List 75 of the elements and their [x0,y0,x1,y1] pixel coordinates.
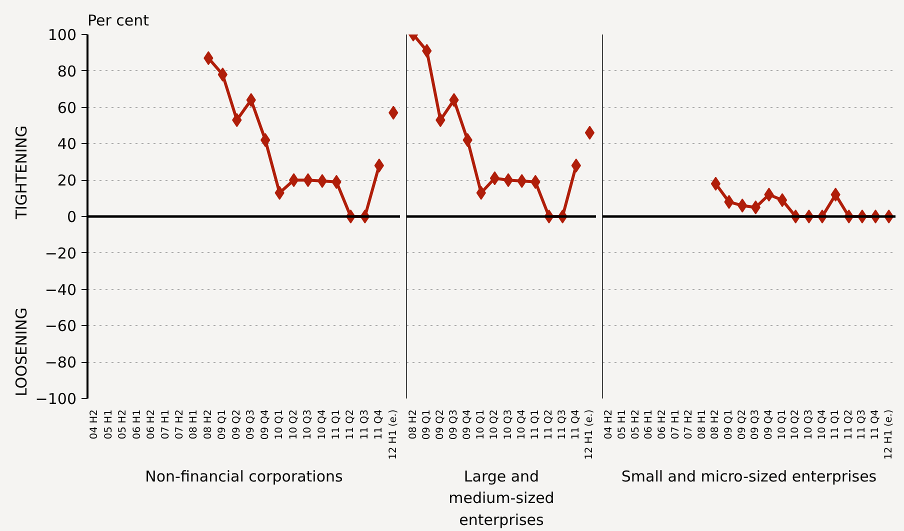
y-tick-label: −40 [44,280,76,299]
x-axis-title: Non-financial corporations [145,468,344,486]
x-tick-label: 06 H1 [132,409,143,440]
x-tick-label: 11 Q1 [530,409,541,440]
x-tick-label: 04 H2 [604,409,615,440]
x-tick-label: 10 Q3 [803,409,814,440]
x-tick-label: 06 H1 [644,409,655,440]
y-tick-label: 60 [57,98,77,117]
y-tick-label: 20 [57,172,77,190]
x-tick-label: 10 Q3 [302,409,314,440]
x-tick-label: 10 Q1 [274,409,286,440]
x-tick-label: 11 Q2 [345,409,356,440]
x-tick-label: 12 H1 (e.) [584,409,596,460]
x-tick-label: 10 Q2 [288,409,300,440]
x-tick-label: 09 Q4 [260,409,271,440]
x-tick-label: 10 Q2 [790,409,802,440]
x-tick-label: 10 Q1 [476,409,487,440]
x-tick-label: 07 H2 [174,409,186,440]
x-tick-label: 11 Q2 [544,409,554,440]
y-tick-label: −20 [44,244,76,262]
x-tick-label: 09 Q1 [217,409,228,440]
x-tick-label: 08 H2 [408,409,419,440]
x-tick-label: 10 Q4 [816,409,828,440]
y-tick-label: 0 [66,208,77,226]
y-tick-label: 40 [57,135,77,154]
text: TIGHTENING [12,125,30,220]
x-tick-label: 09 Q2 [231,409,242,440]
x-tick-label: 11 Q4 [870,409,882,440]
x-tick-label: 10 Q4 [516,409,528,440]
x-tick-label: 09 Q4 [763,409,774,440]
y-tick-label: −100 [35,390,77,408]
x-tick-label: 09 Q3 [246,409,257,440]
x-tick-label: 07 H2 [684,409,695,440]
x-tick-label: 07 H1 [160,409,172,440]
x-tick-label: 10 Q2 [489,409,500,440]
text: LOOSENING [12,307,30,396]
x-tick-label: 11 Q3 [856,409,868,440]
x-axis-title: Small and micro-sized enterprises [621,468,877,486]
x-tick-label: 08 H2 [710,409,722,440]
x-tick-label: 11 Q4 [374,409,385,440]
x-tick-label: 12 H1 (e.) [388,409,399,460]
x-tick-label: 11 Q1 [830,409,842,440]
x-tick-label: 10 Q1 [776,409,788,440]
y-tick-label: 100 [48,26,77,44]
x-tick-label: 05 H1 [616,409,628,440]
x-tick-label: 09 Q4 [462,409,474,440]
x-tick-label: 08 H2 [202,409,214,440]
x-tick-label: 07 H1 [670,409,682,440]
x-tick-label: 10 Q4 [316,409,328,440]
x-tick-label: 11 Q1 [330,409,342,440]
x-tick-label: 06 H2 [656,409,668,440]
x-tick-label: 09 Q1 [724,409,735,440]
y-tick-label: −80 [44,354,76,372]
x-tick-label: 09 Q3 [448,409,460,440]
y-axis-title: Per cent [88,12,150,30]
x-tick-label: 11 Q3 [359,409,370,440]
x-tick-label: 08 H1 [188,409,200,440]
x-tick-label: 11 Q3 [557,409,568,440]
x-tick-label: 09 Q2 [736,409,748,440]
x-tick-label: 05 H1 [103,409,114,440]
x-tick-label: 10 Q3 [502,409,514,440]
x-tick-label: 11 Q2 [843,409,854,440]
y-tick-label: 80 [57,62,77,80]
x-tick-label: 09 Q2 [434,409,446,440]
x-tick-label: 12 H1 (e.) [883,409,894,460]
x-tick-label: 05 H2 [118,409,129,440]
x-tick-label: 06 H2 [146,409,158,440]
x-tick-label: 09 Q3 [750,409,762,440]
x-axis-title: Large and medium-sized enterprises [448,468,554,529]
x-tick-label: 05 H2 [630,409,642,440]
x-tick-label: 11 Q4 [570,409,582,440]
x-tick-label: 04 H2 [89,409,100,440]
y-tick-label: −60 [44,317,76,336]
x-tick-label: 09 Q1 [421,409,432,440]
x-tick-label: 08 H1 [696,409,708,440]
